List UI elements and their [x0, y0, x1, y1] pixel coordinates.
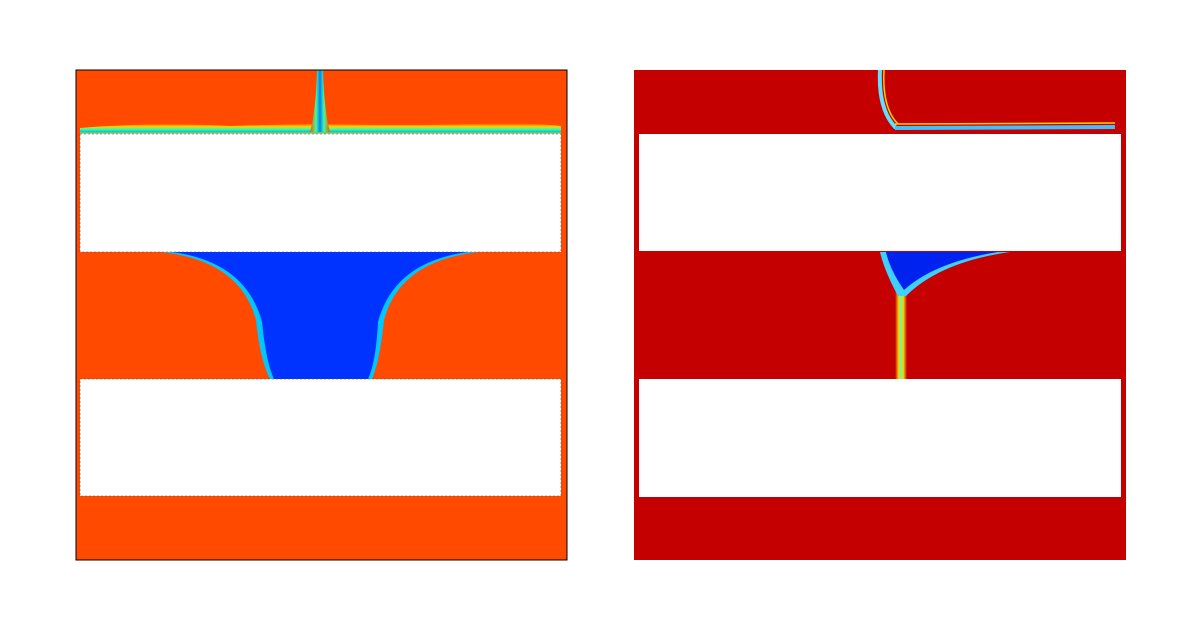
left-intrusion — [172, 252, 468, 379]
right-top-line-edge — [894, 122, 1116, 125]
left-top-spike — [310, 70, 330, 132]
left-panel — [75, 69, 568, 561]
right-intrusion — [886, 252, 998, 290]
right-top-curve-edge — [883, 69, 899, 125]
right-top-curve — [877, 69, 898, 130]
left-obstacle-bottom — [79, 378, 562, 497]
right-top-line — [894, 125, 1116, 130]
left-obstacle-top — [79, 133, 562, 253]
right-obstacle-bottom — [639, 379, 1121, 497]
right-vertical-filament — [895, 285, 907, 379]
right-panel — [634, 69, 1126, 560]
right-obstacle-top — [639, 134, 1121, 251]
left-panel-frame — [75, 69, 568, 561]
